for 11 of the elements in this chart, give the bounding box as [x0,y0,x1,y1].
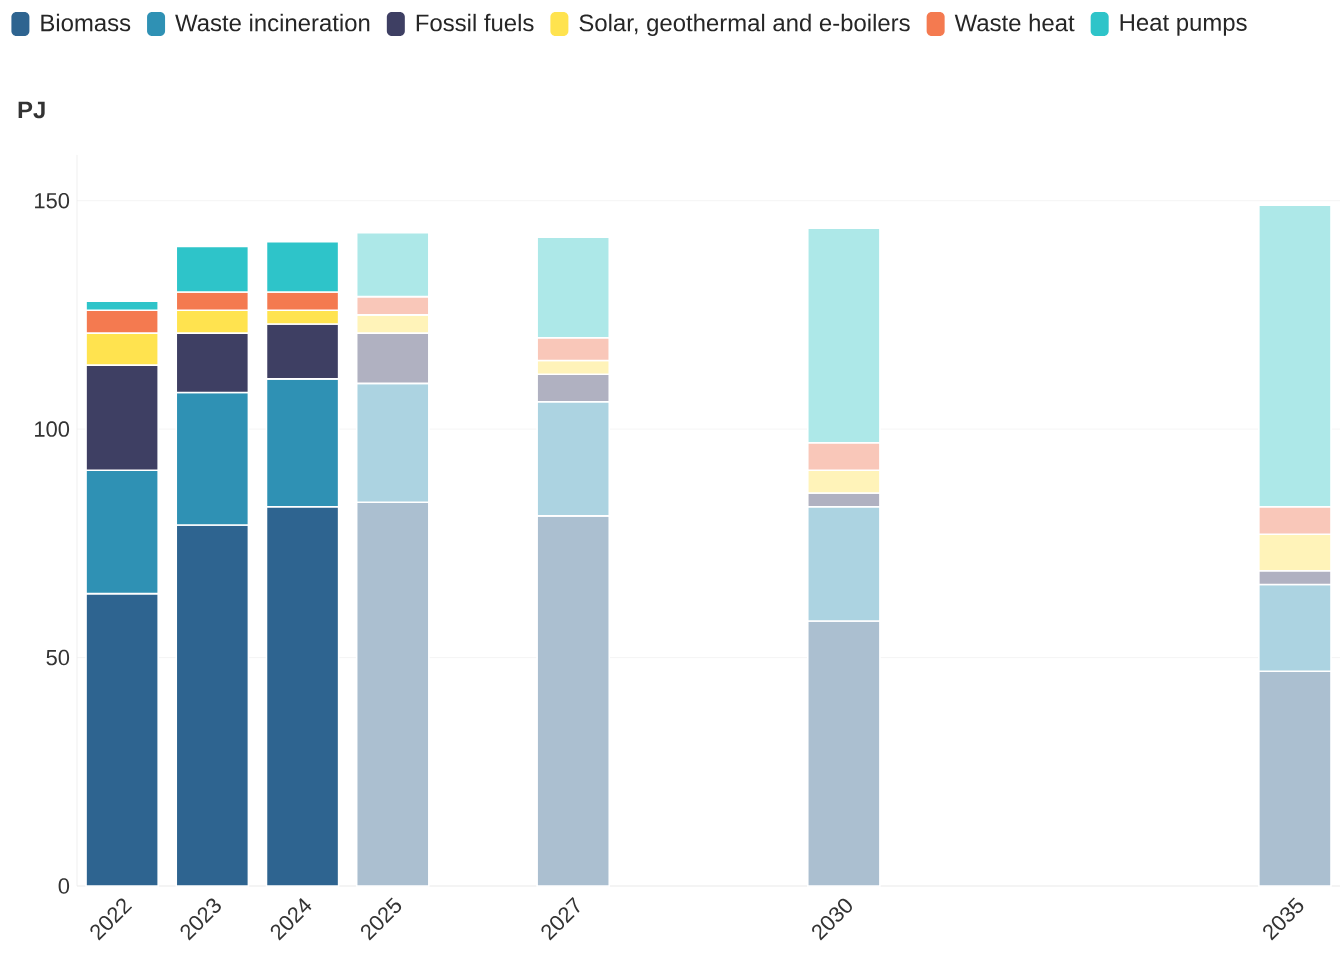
y-tick-label: 50 [46,649,70,666]
y-tick-label: 150 [35,192,70,209]
legend-label: Waste heat [954,13,1075,32]
y-tick-label: 0 [58,878,70,894]
legend-label: Waste incineration [175,13,370,32]
y-tick-label: 100 [35,421,70,437]
y-axis-title: PJ [18,101,45,119]
legend-label: Biomass [41,13,131,32]
legend-label: Solar, geothermal and e-boilers [579,13,910,37]
legend-label: Fossil fuels [416,13,534,32]
legend-label: Heat pumps [1120,14,1247,36]
